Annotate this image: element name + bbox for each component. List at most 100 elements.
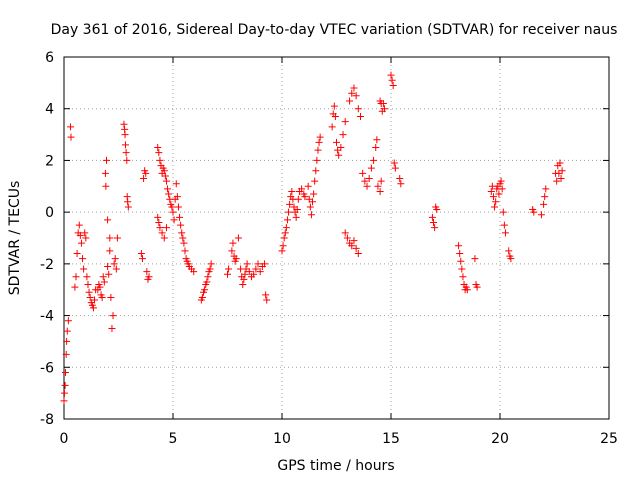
data-point — [156, 156, 164, 164]
data-point — [198, 293, 206, 301]
data-point — [376, 187, 384, 195]
data-point — [283, 216, 291, 224]
data-point — [281, 229, 289, 237]
data-point — [365, 175, 373, 183]
data-point — [62, 350, 70, 358]
data-point — [120, 120, 128, 128]
data-point — [179, 234, 187, 242]
data-point — [505, 247, 513, 255]
data-point — [367, 164, 375, 172]
data-point — [75, 221, 83, 229]
data-point — [112, 265, 120, 273]
data-point — [104, 216, 112, 224]
y-axis-label: SDTVAR / TECUs — [7, 181, 23, 296]
data-point — [170, 216, 178, 224]
data-point — [471, 255, 479, 263]
data-point — [463, 286, 471, 294]
data-point — [224, 270, 231, 278]
data-point — [331, 112, 339, 120]
data-point — [169, 208, 177, 216]
data-point — [101, 169, 109, 177]
data-point — [293, 206, 301, 214]
data-point — [301, 193, 309, 201]
data-point — [262, 291, 270, 299]
data-point — [556, 159, 564, 167]
axis-ticks: 0 5 10 15 20 25 -8 -6 -4 -2 0 2 4 6 — [40, 50, 618, 447]
data-point — [458, 265, 466, 273]
data-point — [228, 247, 236, 255]
data-point — [107, 293, 115, 301]
data-point — [145, 273, 153, 281]
data-point — [370, 156, 378, 164]
data-point — [341, 118, 349, 126]
data-point — [507, 255, 515, 263]
data-point — [85, 288, 93, 296]
data-point — [328, 123, 336, 131]
data-point — [123, 156, 131, 164]
data-point — [280, 234, 288, 242]
y-tick-label: -4 — [40, 309, 54, 325]
data-point — [541, 193, 549, 201]
data-point — [256, 268, 264, 276]
data-point — [181, 247, 189, 255]
data-point — [72, 273, 80, 281]
data-point — [81, 229, 89, 237]
data-point — [335, 151, 343, 159]
x-tick-label: 15 — [382, 431, 400, 447]
data-point — [155, 218, 163, 226]
data-point — [343, 234, 351, 242]
x-tick-label: 25 — [600, 431, 618, 447]
data-point — [160, 234, 168, 242]
data-point — [315, 138, 323, 146]
data-point — [499, 208, 507, 216]
data-point — [60, 397, 68, 405]
data-point — [239, 281, 247, 289]
data-point — [102, 182, 110, 190]
data-point — [204, 273, 212, 281]
data-point — [99, 273, 107, 281]
data-point — [180, 239, 188, 247]
data-point — [165, 190, 173, 198]
data-point — [372, 144, 380, 151]
data-point — [307, 211, 315, 219]
data-point — [354, 105, 362, 113]
data-point — [250, 270, 258, 278]
data-point — [137, 250, 145, 258]
data-point — [142, 169, 150, 177]
data-point — [333, 138, 340, 146]
data-point — [501, 229, 509, 237]
data-point — [84, 281, 92, 289]
data-point — [558, 167, 566, 175]
data-point — [431, 224, 439, 232]
data-point — [113, 234, 121, 242]
data-point — [390, 159, 398, 167]
data-point — [203, 278, 211, 286]
data-point — [100, 278, 108, 286]
data-point — [500, 221, 508, 229]
data-point — [241, 270, 249, 278]
y-tick-label: 0 — [45, 205, 54, 221]
data-point — [374, 182, 382, 190]
data-point — [63, 337, 71, 345]
data-point — [309, 198, 317, 206]
data-point — [377, 177, 385, 185]
data-point — [359, 169, 367, 177]
data-point — [158, 229, 166, 237]
data-point — [122, 149, 130, 157]
data-point — [495, 190, 503, 198]
data-point — [77, 239, 85, 247]
y-tick-label: 4 — [45, 102, 54, 118]
data-point — [456, 250, 464, 258]
data-point — [91, 296, 99, 304]
data-point — [350, 237, 358, 245]
data-point — [540, 200, 548, 208]
grid-lines — [64, 57, 609, 419]
data-point — [71, 283, 79, 291]
data-point — [225, 265, 233, 273]
data-point — [80, 265, 88, 273]
data-point — [339, 131, 347, 139]
data-point — [537, 211, 545, 219]
data-point — [352, 92, 360, 100]
data-point — [162, 224, 170, 232]
data-point — [106, 247, 114, 255]
